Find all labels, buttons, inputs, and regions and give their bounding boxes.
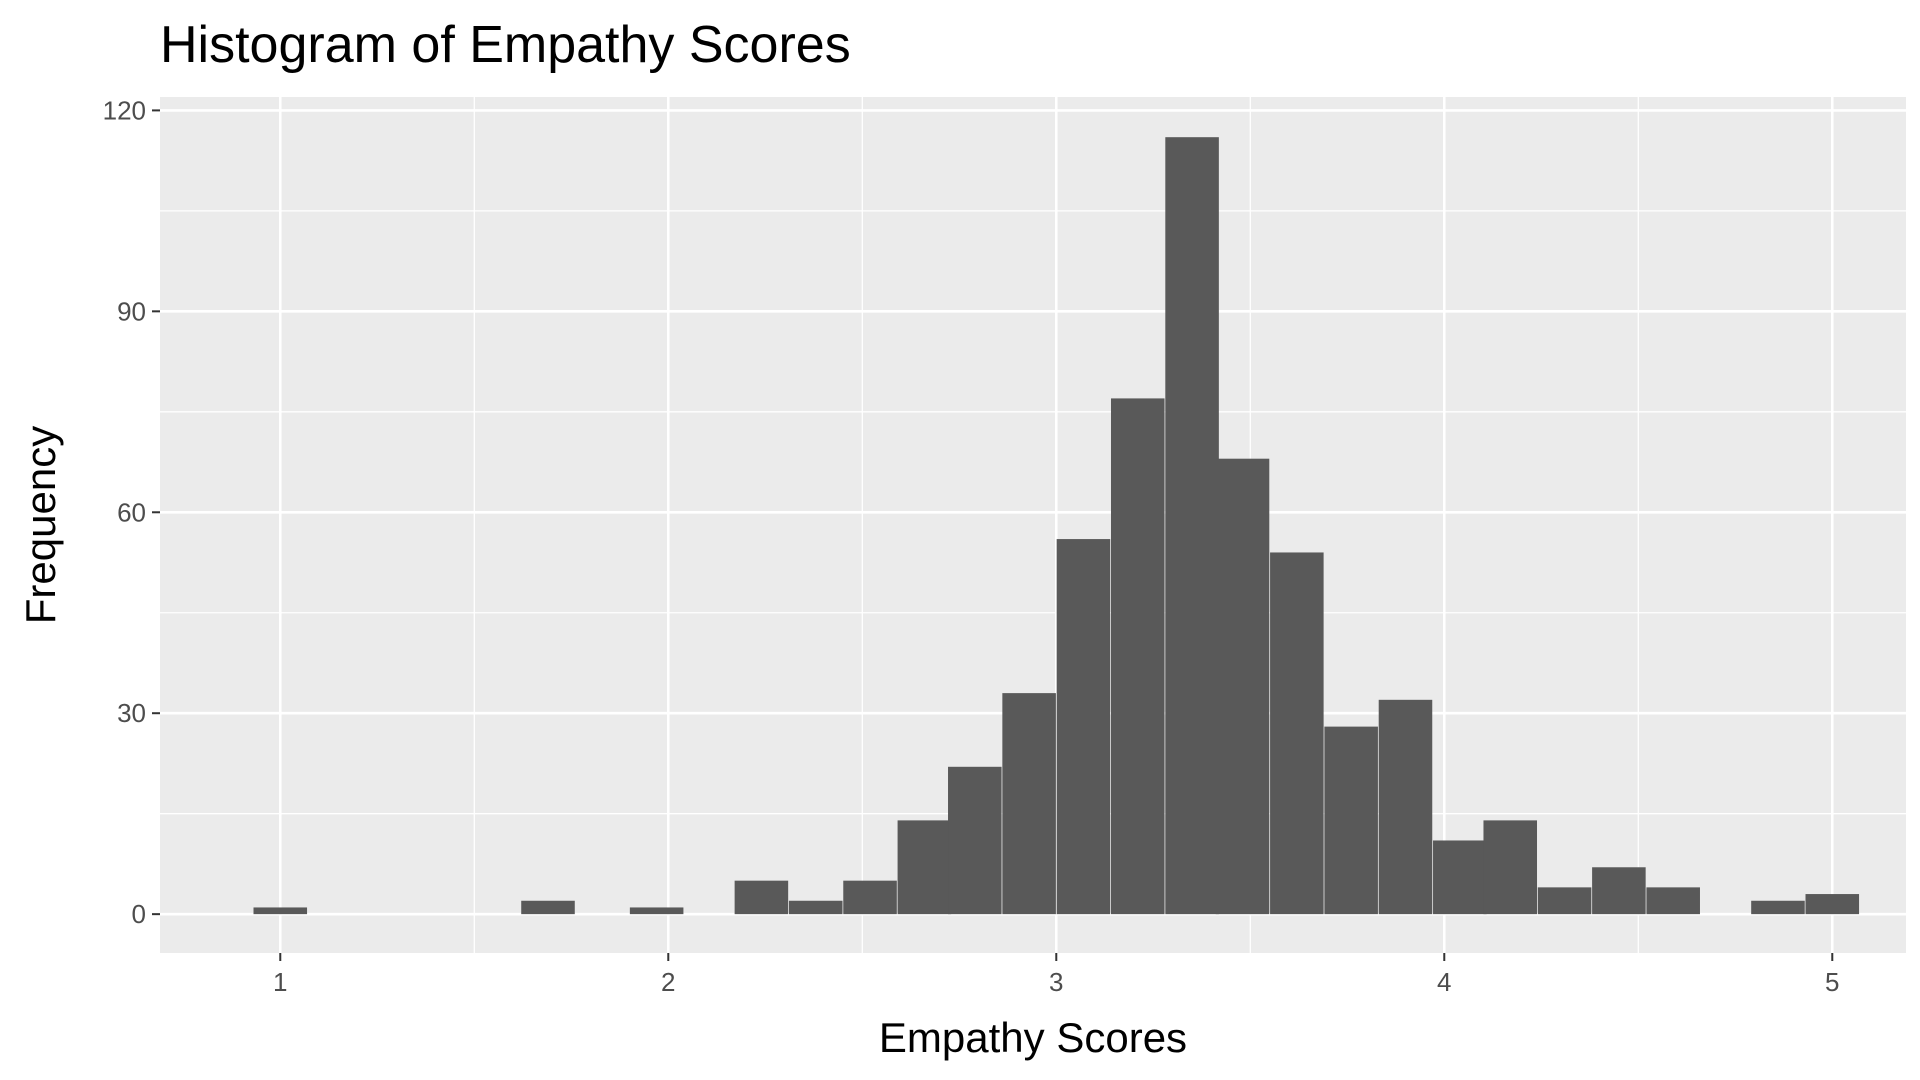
histogram-bar [1646, 887, 1700, 915]
x-tick-label: 1 [273, 967, 287, 997]
x-axis-title: Empathy Scores [879, 1014, 1187, 1061]
histogram-bar [788, 900, 843, 915]
x-tick-label: 5 [1825, 967, 1839, 997]
x-tick-label: 2 [661, 967, 675, 997]
histogram-bar [1215, 458, 1270, 915]
histogram-bar [1483, 820, 1538, 915]
y-tick-label: 30 [117, 698, 146, 728]
x-tick-label: 4 [1437, 967, 1451, 997]
y-tick-label: 120 [103, 95, 146, 125]
y-tick-label: 0 [132, 899, 146, 929]
y-axis-title: Frequency [17, 426, 64, 624]
histogram-bar [1805, 894, 1860, 915]
histogram-bar [1433, 840, 1487, 915]
y-tick-label: 60 [117, 497, 146, 527]
histogram-bar [734, 880, 789, 915]
chart-title: Histogram of Empathy Scores [160, 16, 851, 74]
histogram-bar [1110, 398, 1165, 915]
histogram-bar [1378, 699, 1433, 915]
histogram-bar [1324, 726, 1378, 915]
histogram-bar [1056, 539, 1111, 915]
histogram-bar [1751, 900, 1805, 915]
histogram-bar [897, 820, 952, 915]
histogram-bar [1592, 867, 1646, 915]
histogram-bar [1537, 887, 1592, 915]
y-axis: 0 30 60 90 120 [103, 95, 160, 929]
histogram-bar [253, 907, 308, 915]
x-axis: 1 2 3 4 5 [273, 953, 1840, 997]
histogram-bar [948, 766, 1002, 915]
histogram-bar [1270, 552, 1324, 915]
y-tick-label: 90 [117, 296, 146, 326]
x-tick-label: 3 [1049, 967, 1063, 997]
histogram-bar [521, 900, 575, 915]
histogram-bars [253, 137, 1860, 915]
histogram-bar [1002, 693, 1056, 915]
histogram-bar [843, 880, 897, 915]
histogram-bar [629, 907, 684, 915]
histogram-bar [1165, 137, 1219, 915]
